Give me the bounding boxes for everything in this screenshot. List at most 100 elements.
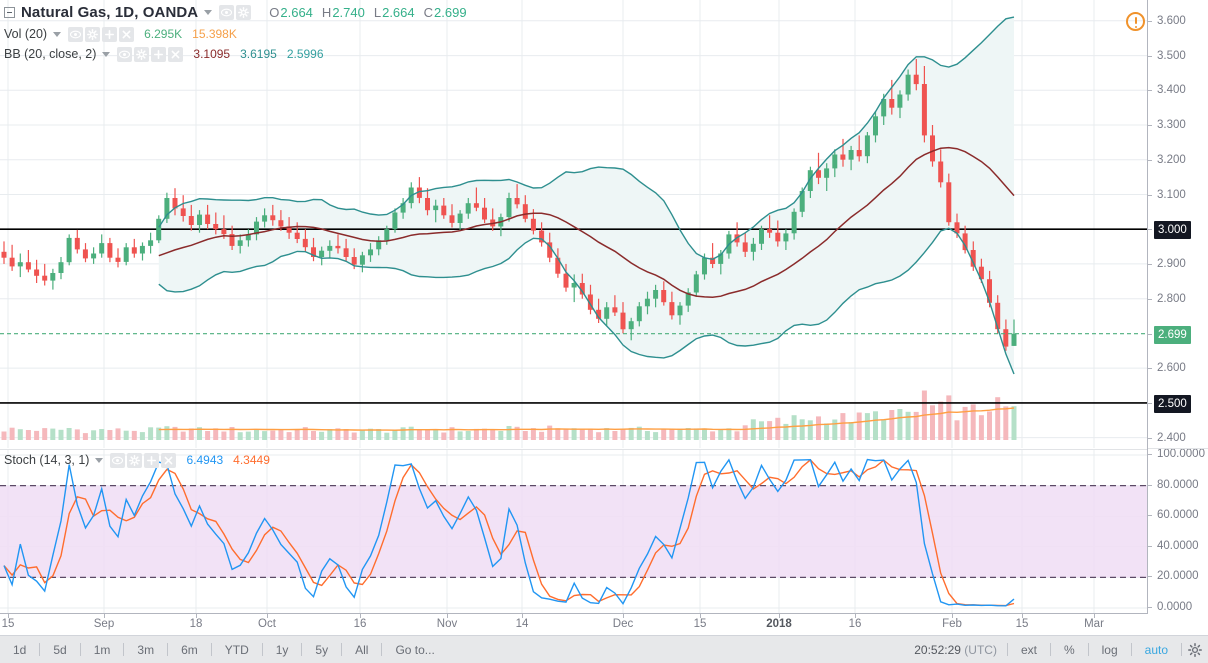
range-1m[interactable]: 1m [93, 642, 111, 657]
range-5y[interactable]: 5y [315, 642, 329, 657]
date-tick [952, 614, 953, 618]
date-tick [360, 614, 361, 618]
date-tick [267, 614, 268, 618]
tick-dash [1148, 229, 1152, 231]
stoch-tick-80: 80.0000 [1148, 477, 1208, 493]
tick-label: 2.600 [1157, 362, 1186, 375]
toggle-ext[interactable]: ext [1020, 642, 1037, 657]
tick-label: 3.300 [1157, 119, 1186, 131]
date-label-15: 15 [1, 618, 15, 630]
divider [1181, 643, 1182, 656]
tick-label: 3.200 [1157, 153, 1186, 166]
go-to-button[interactable]: Go to... [395, 642, 435, 657]
date-tick [855, 614, 856, 618]
divider [79, 643, 81, 656]
divider [341, 643, 343, 656]
tick-dash [1148, 515, 1152, 517]
price-chart-canvas[interactable] [0, 0, 1148, 448]
stoch-tick-100: 100.0000 [1148, 446, 1208, 462]
tick-label: 0.0000 [1157, 601, 1193, 613]
date-label-Sep: Sep [93, 618, 115, 630]
date-tick [196, 614, 197, 618]
toggle-log[interactable]: log [1101, 642, 1118, 657]
tick-label: 2.800 [1157, 292, 1186, 305]
date-label-16: 16 [353, 618, 367, 630]
tick-dash [1148, 607, 1152, 608]
tick-label: 2.400 [1157, 431, 1186, 444]
price-tick-2.600: 2.600 [1148, 360, 1208, 376]
date-label-Dec: Dec [612, 618, 634, 630]
clock-label: 20:52:29 (UTC) [914, 642, 997, 657]
range-all[interactable]: All [355, 642, 369, 657]
range-1d[interactable]: 1d [13, 642, 27, 657]
tick-label: 20.0000 [1157, 570, 1199, 583]
price-axis[interactable]: 3.600 3.500 3.400 3.300 3.200 3.100 [1147, 0, 1208, 613]
tick-dash [1148, 55, 1152, 57]
divider [39, 643, 41, 656]
tick-dash [1148, 298, 1152, 300]
tick-label: 60.0000 [1157, 509, 1199, 522]
date-label-Oct: Oct [258, 618, 276, 630]
date-label-14: 14 [515, 618, 529, 630]
date-tick [522, 614, 523, 618]
price-tick-2.800: 2.800 [1148, 291, 1208, 307]
tick-label: 3.400 [1157, 84, 1186, 97]
tick-label: 2.900 [1157, 257, 1186, 270]
toggle-auto[interactable]: auto [1144, 642, 1168, 657]
tick-dash [1148, 454, 1152, 455]
price-tick-2.500: 2.500 [1148, 394, 1208, 413]
date-tick [8, 614, 9, 618]
toggle-percent[interactable]: % [1063, 642, 1075, 657]
tick-dash [1148, 333, 1152, 335]
divider [1130, 643, 1132, 656]
price-tick-2.699: 2.699 [1148, 325, 1208, 344]
divider [210, 643, 212, 656]
range-ytd[interactable]: YTD [224, 642, 249, 657]
tick-dash [1148, 402, 1152, 404]
tick-label: 40.0000 [1157, 539, 1199, 552]
price-tick-3.300: 3.300 [1148, 117, 1208, 133]
divider [301, 643, 303, 656]
range-5d[interactable]: 5d [53, 642, 67, 657]
date-tick [104, 614, 105, 618]
stochastic-chart-canvas[interactable] [0, 450, 1148, 613]
stoch-tick-40: 40.0000 [1148, 538, 1208, 554]
range-3m[interactable]: 3m [137, 642, 155, 657]
price-chart-pane[interactable] [0, 0, 1148, 448]
date-label-15: 15 [1015, 618, 1029, 630]
date-axis[interactable]: 15 Sep 18 Oct 16 Nov 14 Dec 15 2018 16 Feb 15 Mar [0, 613, 1148, 636]
price-tick-3.200: 3.200 [1148, 152, 1208, 168]
tick-dash [1148, 437, 1152, 439]
tick-dash [1148, 90, 1152, 92]
price-tick-3.100: 3.100 [1148, 187, 1208, 203]
divider [381, 643, 383, 656]
date-tick [1094, 614, 1095, 618]
tick-label: 3.600 [1157, 14, 1186, 27]
tick-label: 2.699 [1154, 325, 1191, 344]
tick-dash [1148, 20, 1152, 22]
date-label-16: 16 [848, 618, 862, 630]
range-1y[interactable]: 1y [275, 642, 289, 657]
tick-dash [1148, 545, 1152, 547]
date-label-Feb: Feb [942, 618, 962, 630]
price-tick-3.000: 3.000 [1148, 221, 1208, 240]
tick-dash [1148, 159, 1152, 161]
tick-label: 100.0000 [1157, 448, 1205, 460]
tick-dash [1148, 125, 1152, 126]
divider [167, 643, 169, 656]
tick-dash [1148, 194, 1152, 196]
tick-label: 3.000 [1154, 221, 1191, 240]
price-tick-3.500: 3.500 [1148, 48, 1208, 64]
stochastic-chart-pane[interactable] [0, 449, 1148, 613]
divider [1087, 643, 1089, 656]
axis-divider [1148, 448, 1208, 449]
range-6m[interactable]: 6m [181, 642, 198, 657]
date-label-Mar: Mar [1084, 618, 1104, 630]
gear-icon[interactable] [1182, 642, 1208, 657]
date-tick [1022, 614, 1023, 618]
price-tick-2.900: 2.900 [1148, 256, 1208, 272]
tick-dash [1148, 368, 1152, 370]
warning-exclamation-icon[interactable] [1126, 12, 1145, 31]
date-tick [779, 614, 780, 618]
